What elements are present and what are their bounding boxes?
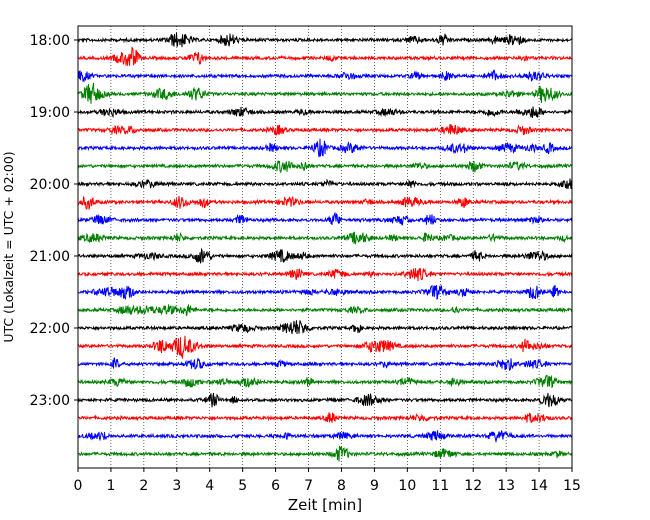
y-axis-ticks: 18:00 19:00 20:00 21:00 22:00 23:00	[30, 33, 78, 409]
x-tick-label: 7	[304, 478, 313, 494]
x-tick-label: 1	[106, 478, 115, 494]
trace-line	[77, 445, 573, 462]
x-tick-label: 12	[464, 478, 482, 494]
trace-line	[77, 284, 573, 300]
trace-line	[77, 196, 573, 211]
x-tick-label: 15	[563, 478, 581, 494]
y-tick-label: 21:00	[30, 249, 70, 265]
trace-line	[77, 106, 573, 119]
trace-line	[77, 178, 573, 190]
trace-line	[77, 357, 573, 371]
trace-line	[77, 160, 573, 173]
x-tick-label: 6	[271, 478, 280, 494]
x-axis-ticks: 0 1 2 3 4 5 6 7 8 9 10 11 12 13 14 15	[74, 468, 581, 494]
x-tick-label: 9	[370, 478, 379, 494]
trace-line	[77, 231, 573, 245]
x-tick-label: 8	[337, 478, 346, 494]
trace-line	[77, 247, 573, 264]
x-tick-label: 10	[398, 478, 416, 494]
x-tick-label: 0	[74, 478, 83, 494]
trace-line	[77, 69, 573, 83]
x-tick-label: 3	[172, 478, 181, 494]
vertical-grid	[110, 26, 540, 468]
trace-line	[77, 374, 573, 389]
trace-line	[77, 304, 573, 317]
x-tick-label: 13	[497, 478, 515, 494]
x-tick-label: 5	[238, 478, 247, 494]
trace-line	[77, 412, 573, 424]
trace-line	[77, 138, 573, 158]
trace-line	[77, 392, 573, 408]
x-tick-label: 4	[205, 478, 214, 494]
y-tick-label: 22:00	[30, 321, 70, 337]
trace-line	[77, 82, 573, 104]
plot-frame	[77, 25, 573, 469]
y-tick-label: 19:00	[30, 105, 70, 121]
trace-line	[77, 124, 573, 136]
trace-line	[77, 267, 573, 281]
y-tick-label: 23:00	[30, 393, 70, 409]
trace-line	[77, 429, 573, 444]
trace-line	[77, 335, 573, 359]
x-tick-label: 14	[530, 478, 548, 494]
x-tick-label: 2	[139, 478, 148, 494]
y-axis-label: UTC (Lokalzeit = UTC + 02:00)	[1, 151, 16, 342]
y-tick-label: 18:00	[30, 33, 70, 49]
trace-line	[77, 320, 573, 334]
trace-line	[77, 211, 573, 226]
y-tick-label: 20:00	[30, 177, 70, 193]
x-axis-label: Zeit [min]	[288, 496, 362, 514]
x-tick-label: 11	[431, 478, 449, 494]
trace-line	[77, 32, 573, 48]
trace-line	[77, 46, 573, 66]
trace-lines	[77, 32, 573, 462]
